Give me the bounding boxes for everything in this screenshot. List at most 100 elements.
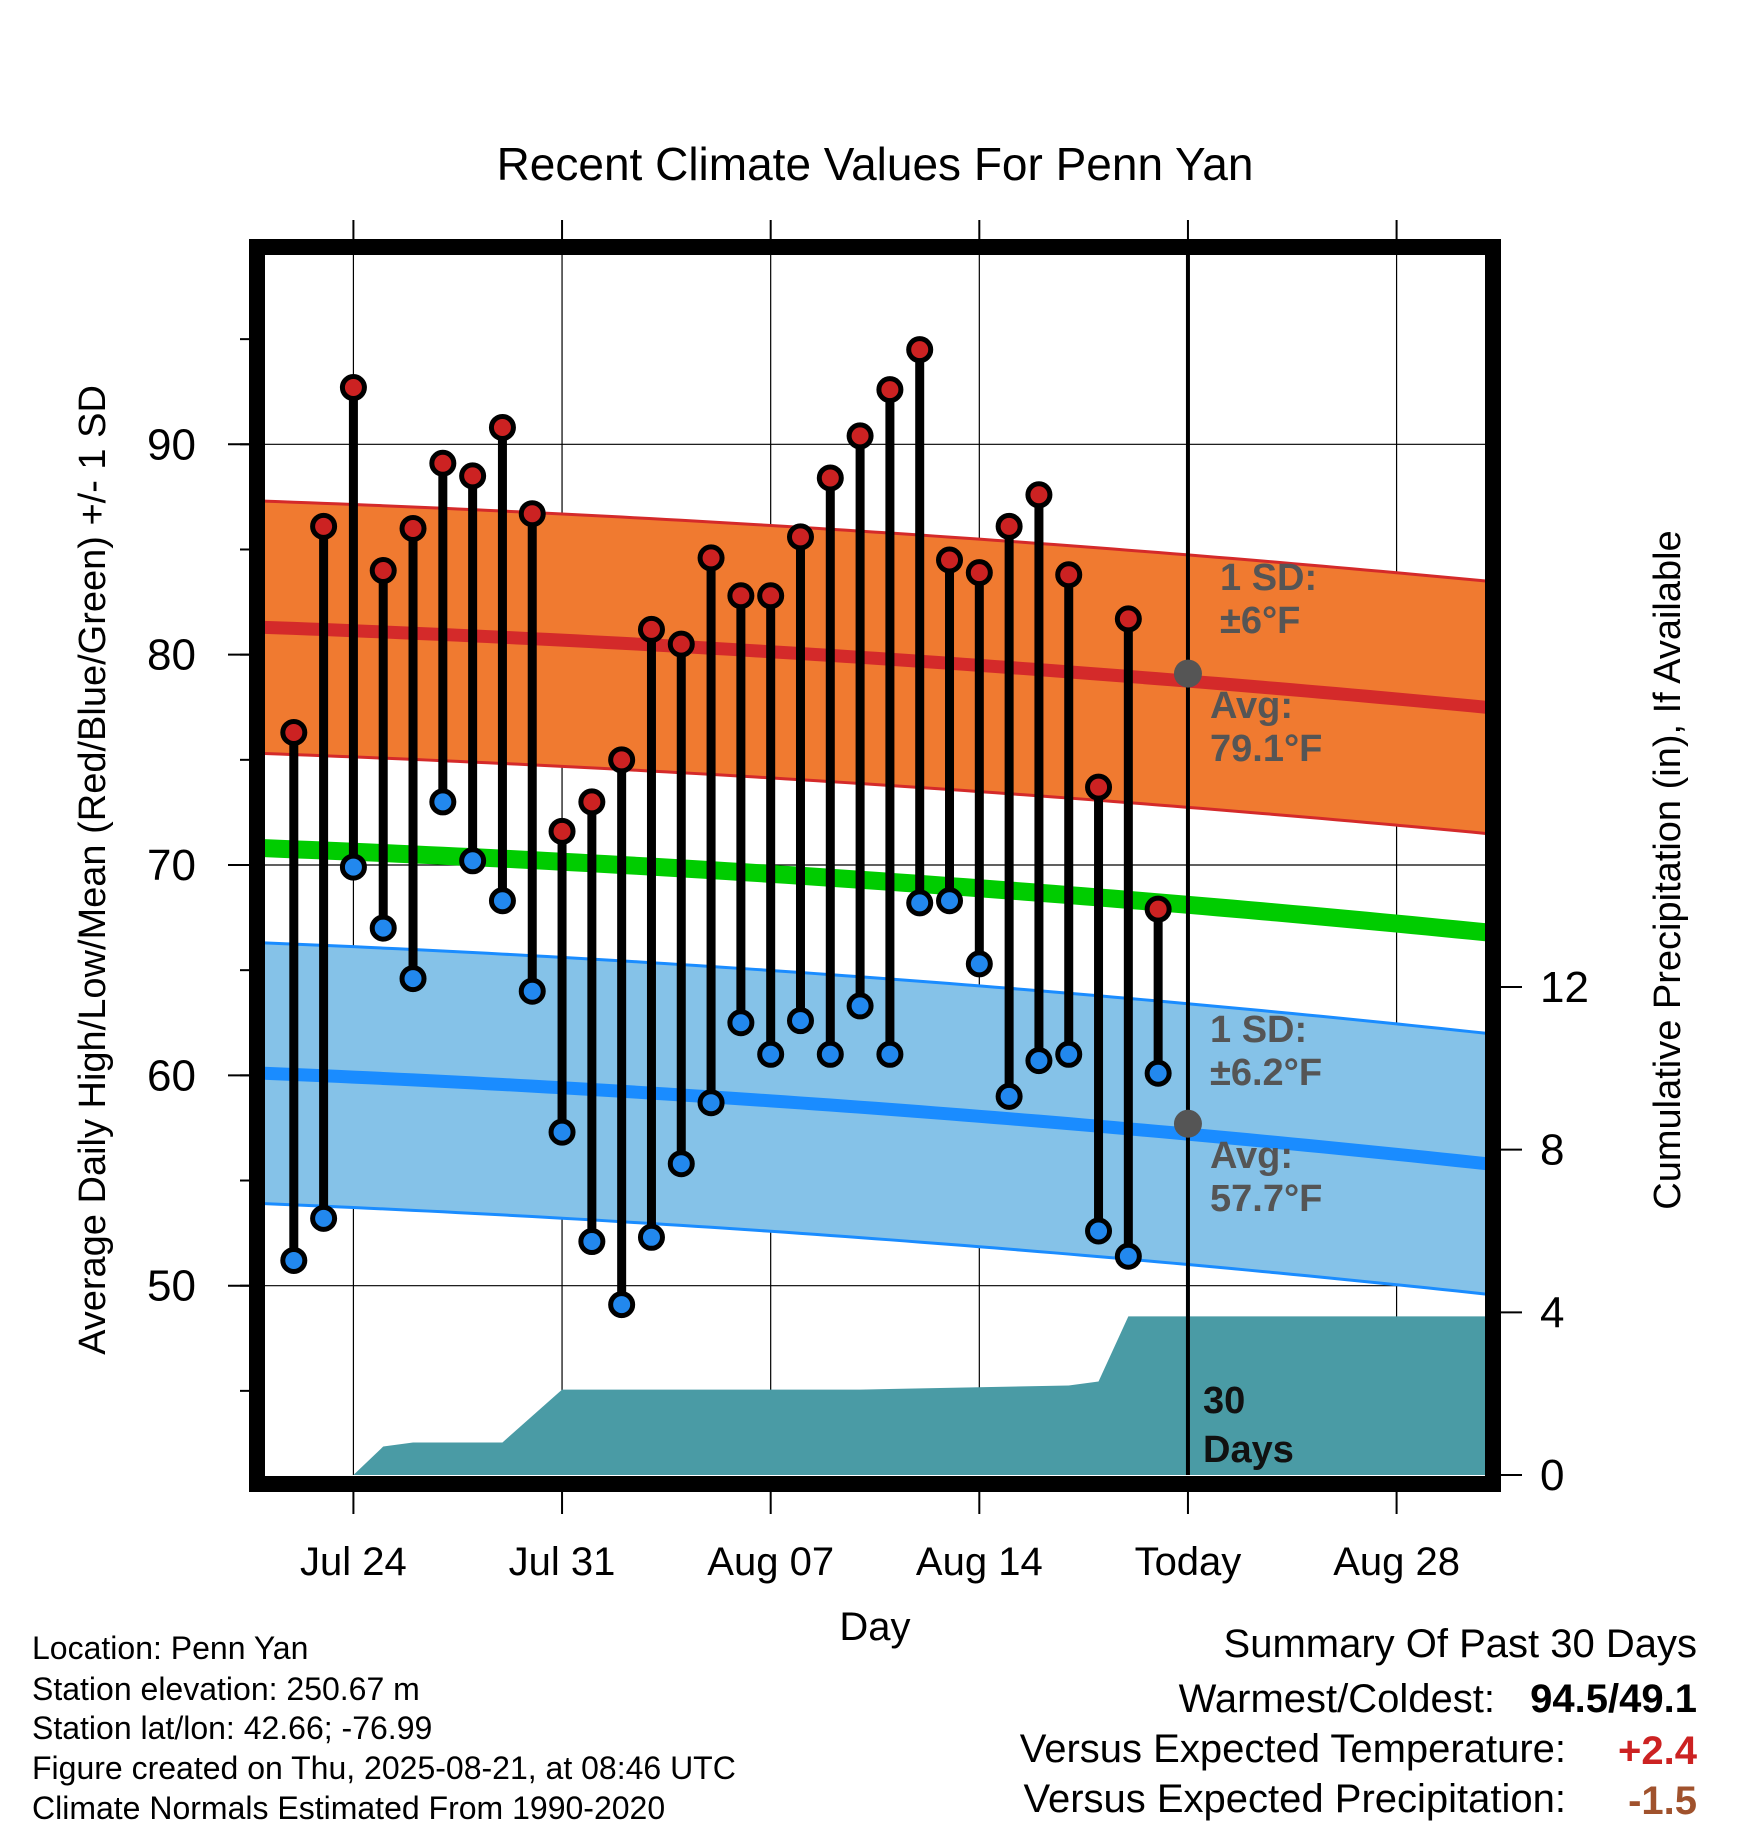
daily-low-point bbox=[786, 1007, 814, 1035]
daily-low-point bbox=[936, 887, 964, 915]
daily-high-point bbox=[548, 817, 576, 845]
grid-lines bbox=[264, 255, 1486, 1475]
daily-high-point bbox=[429, 449, 457, 477]
daily-high-point bbox=[280, 718, 308, 746]
daily-high-point bbox=[1055, 561, 1083, 589]
daily-high-point bbox=[608, 746, 636, 774]
plot-area bbox=[264, 255, 1486, 1475]
low-sd-band bbox=[264, 942, 1486, 1295]
observations bbox=[280, 336, 1172, 1319]
daily-low-point bbox=[846, 992, 874, 1020]
y2-tick-label: 8 bbox=[1540, 1126, 1564, 1175]
daily-high-point bbox=[816, 464, 844, 492]
daily-low-point bbox=[637, 1223, 665, 1251]
x-tick-label: Jul 31 bbox=[509, 1540, 616, 1584]
x-tick-label: Today bbox=[1135, 1540, 1242, 1584]
low-sd-annotation: 1 SD: ±6.2°F bbox=[1210, 1009, 1322, 1094]
daily-high-point bbox=[1085, 773, 1113, 801]
daily-high-point bbox=[965, 559, 993, 587]
daily-high-point bbox=[1025, 481, 1053, 509]
summary: Summary Of Past 30 Days Warmest/Coldest:… bbox=[1020, 1622, 1698, 1823]
daily-low-point bbox=[965, 950, 993, 978]
daily-low-point bbox=[578, 1228, 606, 1256]
y-tick-label: 90 bbox=[147, 420, 196, 469]
daily-high-point bbox=[459, 462, 487, 490]
daily-low-point bbox=[310, 1204, 338, 1232]
precip-departure-value: -1.5 bbox=[1628, 1779, 1697, 1823]
high-upper-sd-line bbox=[264, 499, 1486, 583]
daily-high-point bbox=[936, 546, 964, 574]
today-line bbox=[1173, 255, 1202, 1475]
daily-low-point bbox=[667, 1150, 695, 1178]
high-avg-label: Avg: bbox=[1210, 685, 1293, 727]
daily-high-point bbox=[518, 500, 546, 528]
low-upper-sd-line bbox=[264, 941, 1486, 1035]
station-location: Location: Penn Yan bbox=[32, 1630, 308, 1666]
daily-high-point bbox=[846, 422, 874, 450]
daily-low-point bbox=[906, 889, 934, 917]
high-sd-label: 1 SD: bbox=[1220, 557, 1317, 599]
daily-low-point bbox=[995, 1082, 1023, 1110]
temp-departure-value: +2.4 bbox=[1618, 1729, 1698, 1773]
daily-low-point bbox=[876, 1040, 904, 1068]
daily-high-point bbox=[727, 582, 755, 610]
high-sd-value: ±6°F bbox=[1220, 600, 1300, 642]
daily-low-point bbox=[757, 1040, 785, 1068]
daily-high-point bbox=[369, 557, 397, 585]
precip-annotation: 30 Days bbox=[1203, 1380, 1294, 1471]
daily-low-point bbox=[1025, 1047, 1053, 1075]
daily-low-point bbox=[1144, 1059, 1172, 1087]
daily-high-point bbox=[488, 413, 516, 441]
daily-low-point bbox=[608, 1291, 636, 1319]
figure-created: Figure created on Thu, 2025-08-21, at 08… bbox=[32, 1750, 736, 1786]
daily-low-point bbox=[339, 853, 367, 881]
low-avg-value: 57.7°F bbox=[1210, 1178, 1322, 1220]
high-avg-annotation: Avg: 79.1°F bbox=[1210, 685, 1322, 770]
daily-high-point bbox=[876, 376, 904, 404]
high-sd-band bbox=[264, 501, 1486, 834]
daily-high-point bbox=[757, 582, 785, 610]
high-normal-line bbox=[264, 620, 1486, 714]
daily-low-point bbox=[488, 887, 516, 915]
y2-tick-label: 4 bbox=[1540, 1288, 1564, 1337]
low-normal-line bbox=[264, 1066, 1486, 1171]
daily-high-point bbox=[995, 512, 1023, 540]
y-tick-label: 50 bbox=[147, 1262, 196, 1311]
daily-high-point bbox=[310, 512, 338, 540]
plot-frame bbox=[249, 239, 1501, 1492]
low-avg-annotation: Avg: 57.7°F bbox=[1210, 1135, 1322, 1220]
daily-low-point bbox=[1085, 1217, 1113, 1245]
warmest-coldest-label: Warmest/Coldest: bbox=[1179, 1677, 1495, 1721]
x-tick-label: Aug 07 bbox=[707, 1540, 834, 1584]
y2-axis-label: Cumulative Precipitation (in), If Availa… bbox=[1647, 530, 1689, 1209]
high-sd-annotation: 1 SD: ±6°F bbox=[1220, 557, 1317, 642]
today-avg-low-marker bbox=[1173, 1109, 1202, 1138]
daily-low-point bbox=[697, 1089, 725, 1117]
high-avg-value: 79.1°F bbox=[1210, 728, 1322, 770]
x-tick-label: Jul 24 bbox=[300, 1540, 407, 1584]
daily-high-point bbox=[637, 615, 665, 643]
daily-low-point bbox=[1055, 1040, 1083, 1068]
normal-bands bbox=[264, 499, 1486, 1296]
daily-high-point bbox=[667, 630, 695, 658]
daily-low-point bbox=[816, 1040, 844, 1068]
daily-high-point bbox=[339, 374, 367, 402]
temp-departure-label: Versus Expected Temperature: bbox=[1020, 1727, 1566, 1771]
summary-title: Summary Of Past 30 Days bbox=[1224, 1622, 1697, 1666]
axes: 50 60 70 80 90 0 4 8 12 Jul 24 Jul 31 Aug 07 Aug 14 T… bbox=[147, 220, 1589, 1584]
daily-low-point bbox=[280, 1246, 308, 1274]
daily-high-point bbox=[906, 336, 934, 364]
warmest-coldest-value: 94.5/49.1 bbox=[1530, 1677, 1697, 1721]
daily-low-point bbox=[1114, 1242, 1142, 1270]
daily-low-point bbox=[727, 1009, 755, 1037]
daily-high-point bbox=[578, 788, 606, 816]
daily-low-point bbox=[548, 1118, 576, 1146]
y2-tick-label: 0 bbox=[1540, 1451, 1564, 1500]
daily-high-point bbox=[399, 514, 427, 542]
daily-high-point bbox=[697, 544, 725, 572]
x-tick-label: Aug 14 bbox=[916, 1540, 1043, 1584]
low-lower-sd-line bbox=[264, 1202, 1486, 1296]
daily-high-point bbox=[1114, 605, 1142, 633]
low-sd-label: 1 SD: bbox=[1210, 1009, 1307, 1051]
